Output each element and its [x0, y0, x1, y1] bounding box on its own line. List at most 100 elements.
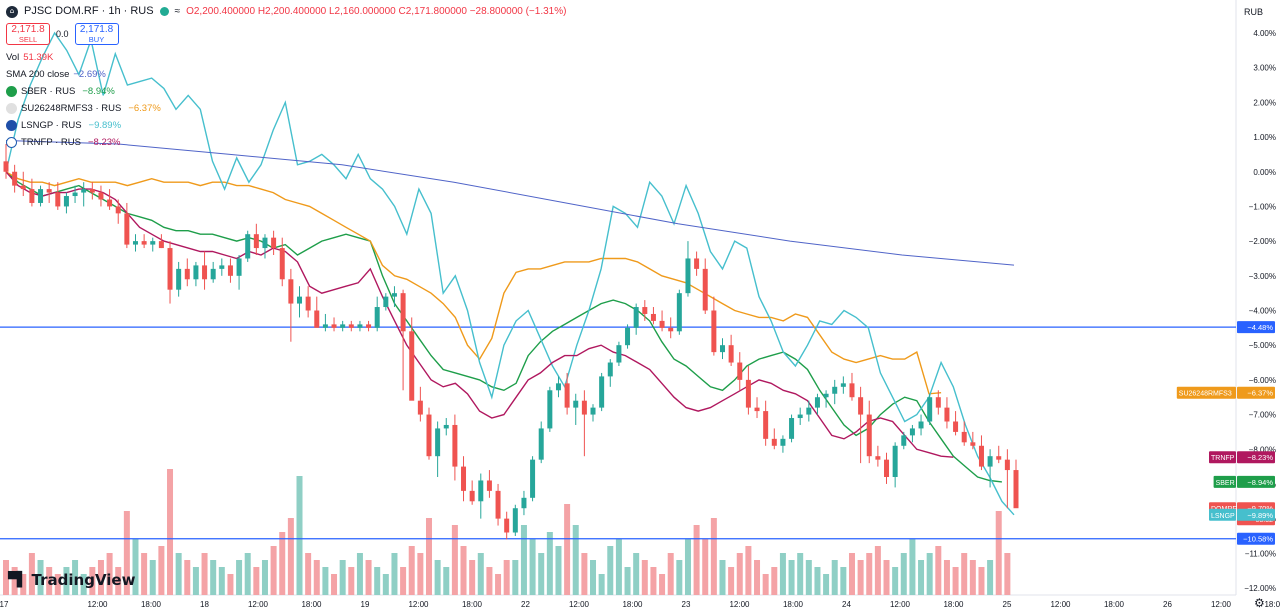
volume-bar	[512, 560, 519, 595]
volume-bar	[158, 546, 165, 595]
candle-body	[961, 431, 967, 443]
volume-bar	[762, 574, 769, 595]
compare-trnfp[interactable]: TRNFP · RUS −8.23%	[6, 134, 566, 151]
candle-body	[996, 456, 1002, 460]
candle-body	[478, 480, 484, 502]
volume-bar	[348, 567, 355, 595]
volume-bar	[848, 553, 855, 595]
y-tick-label: −8.00%	[1249, 445, 1276, 454]
y-tick-label: −11.00%	[1245, 549, 1276, 558]
wave-icon[interactable]: ≈	[174, 5, 181, 17]
volume-bar	[883, 560, 890, 595]
x-tick-label: 24	[842, 600, 851, 609]
candle-body	[314, 310, 320, 328]
currency-label[interactable]: RUB	[1244, 7, 1264, 17]
volume-bar	[1004, 553, 1011, 595]
volume-bar	[20, 574, 27, 595]
compare-lsngp[interactable]: LSNGP · RUS −9.89%	[6, 117, 566, 134]
tradingview-logo[interactable]: ▀▌ TradingView	[8, 571, 135, 589]
volume-bar	[857, 560, 864, 595]
settings-gear-icon[interactable]: ⚙	[1254, 596, 1265, 610]
volume-bar	[719, 560, 726, 595]
candle-body	[650, 313, 656, 321]
volume-bar	[538, 553, 545, 595]
candle-body	[227, 265, 233, 276]
candle-body	[719, 345, 725, 353]
candle-body	[253, 234, 259, 249]
candle-body	[547, 390, 553, 429]
symbol-header[interactable]: ⌂ PJSC DOM.RF · 1h · RUS ≈ O2,200.400000…	[6, 4, 566, 19]
candle-body	[806, 407, 812, 415]
volume-bar	[659, 574, 666, 595]
volume-bar	[184, 560, 191, 595]
candle-body	[184, 268, 190, 280]
volume-bar	[935, 546, 942, 595]
symbol-title[interactable]: PJSC DOM.RF · 1h · RUS	[24, 5, 154, 17]
horizontal-line-label: −4.48%	[1247, 323, 1273, 332]
volume-bar	[425, 518, 432, 595]
volume-bar	[331, 574, 338, 595]
candle-body	[711, 310, 717, 353]
compare-su26248[interactable]: SU26248RMFS3 · RUS −6.37%	[6, 100, 566, 117]
candle-body	[875, 456, 881, 460]
volume-bar	[287, 518, 294, 595]
compare-sber[interactable]: SBER · RUS −8.94%	[6, 83, 566, 100]
volume-label: Vol	[6, 51, 20, 63]
candle-body	[616, 345, 622, 363]
volume-bar	[736, 553, 743, 595]
volume-bar	[313, 560, 320, 595]
volume-bar	[192, 567, 199, 595]
volume-bar	[909, 539, 916, 595]
candle-body	[573, 400, 579, 408]
volume-bar	[874, 546, 881, 595]
sell-button[interactable]: 2,171.8 SELL	[6, 23, 50, 45]
y-tick-label: 4.00%	[1253, 29, 1276, 38]
market-status-icon[interactable]	[159, 7, 169, 16]
y-tick-label: −3.00%	[1249, 272, 1276, 281]
compare-name: SBER · RUS	[21, 85, 76, 97]
close-value: C2,171.800000	[398, 5, 467, 17]
x-tick-label: 12:00	[248, 600, 269, 609]
volume-bar	[676, 560, 683, 595]
buy-button[interactable]: 2,171.8 BUY	[74, 23, 119, 45]
volume-bar	[175, 553, 182, 595]
buy-label: BUY	[88, 35, 105, 44]
volume-bar	[779, 553, 786, 595]
candle-body	[780, 438, 786, 446]
candle-body	[771, 438, 777, 446]
candle-body	[789, 418, 795, 439]
sma-legend[interactable]: SMA 200 close −2.69%	[6, 66, 566, 83]
price-label-tag	[1176, 386, 1236, 399]
volume-bar	[900, 553, 907, 595]
x-tick-label: 12:00	[729, 600, 750, 609]
volume-bar	[693, 525, 700, 595]
chart-legend: ⌂ PJSC DOM.RF · 1h · RUS ≈ O2,200.400000…	[6, 4, 566, 151]
volume-bar	[615, 539, 622, 595]
sber-logo-icon	[6, 86, 17, 97]
candle-body	[340, 324, 346, 328]
candle-body	[685, 258, 691, 294]
x-tick-label: 18:00	[462, 600, 483, 609]
volume-bar	[305, 553, 312, 595]
candle-body	[202, 265, 208, 280]
volume-legend[interactable]: Vol 51.39K	[6, 49, 566, 66]
y-tick-label: 1.00%	[1253, 133, 1276, 142]
candle-body	[668, 327, 674, 332]
candle-body	[469, 490, 475, 502]
candle-body	[1004, 459, 1010, 471]
candle-body	[694, 258, 700, 269]
price-label-value: −9.70%	[1247, 504, 1273, 513]
candle-body	[20, 185, 26, 190]
x-tick-label: 18:00	[1264, 600, 1280, 609]
candle-body	[858, 397, 864, 415]
candle-body	[167, 248, 173, 290]
candle-body	[642, 307, 648, 314]
candle-body	[745, 379, 751, 408]
volume-bar	[572, 525, 579, 595]
candle-body	[297, 296, 303, 304]
candle-body	[599, 376, 605, 408]
volume-bar	[244, 553, 251, 595]
volume-bar	[54, 574, 61, 595]
